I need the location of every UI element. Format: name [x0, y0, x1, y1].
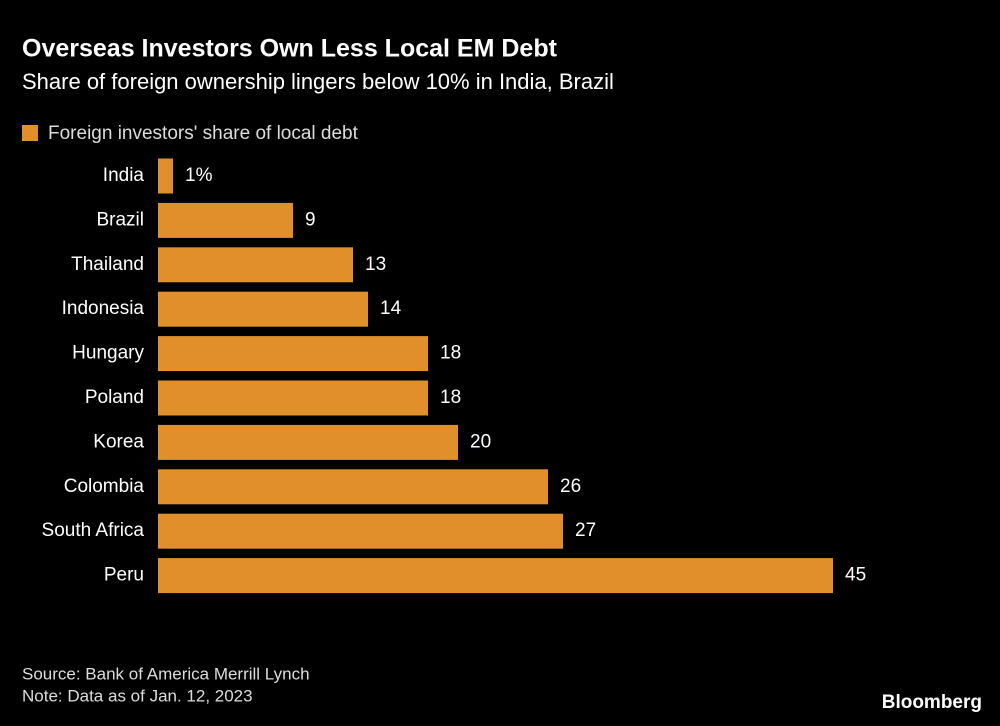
y-tick-label: India	[103, 165, 145, 186]
bar	[158, 424, 458, 460]
data-label: 14	[380, 298, 402, 319]
data-label: 18	[440, 343, 461, 364]
bar	[158, 202, 293, 238]
y-tick-label: Indonesia	[62, 298, 145, 319]
data-label: 45	[845, 565, 866, 586]
bar	[158, 336, 428, 372]
y-tick-label: Thailand	[71, 254, 144, 275]
bar	[158, 469, 548, 505]
y-tick-label: Hungary	[72, 343, 144, 364]
data-label: 26	[560, 476, 581, 497]
data-label: 1%	[185, 165, 213, 186]
y-tick-label: Peru	[104, 565, 144, 586]
y-tick-label: Poland	[85, 387, 144, 408]
y-tick-label: Colombia	[64, 476, 145, 497]
y-tick-label: South Africa	[42, 520, 145, 541]
y-tick-label: Brazil	[96, 209, 144, 230]
chart-subtitle: Share of foreign ownership lingers below…	[22, 69, 614, 94]
data-label: 27	[575, 520, 596, 541]
bar	[158, 158, 173, 194]
legend-swatch	[22, 125, 38, 141]
bar	[158, 380, 428, 416]
legend-label: Foreign investors' share of local debt	[48, 123, 359, 144]
brand: Bloomberg	[882, 692, 982, 713]
data-label: 9	[305, 209, 316, 230]
data-label: 20	[470, 431, 491, 452]
source: Source: Bank of America Merrill Lynch	[22, 664, 310, 683]
bar	[158, 291, 368, 327]
data-label: 18	[440, 387, 461, 408]
chart-title: Overseas Investors Own Less Local EM Deb…	[22, 35, 558, 63]
data-label: 13	[365, 254, 386, 275]
note: Note: Data as of Jan. 12, 2023	[22, 686, 253, 705]
bar	[158, 247, 353, 283]
y-tick-label: Korea	[93, 431, 144, 452]
bar	[158, 558, 833, 594]
bar	[158, 513, 563, 549]
